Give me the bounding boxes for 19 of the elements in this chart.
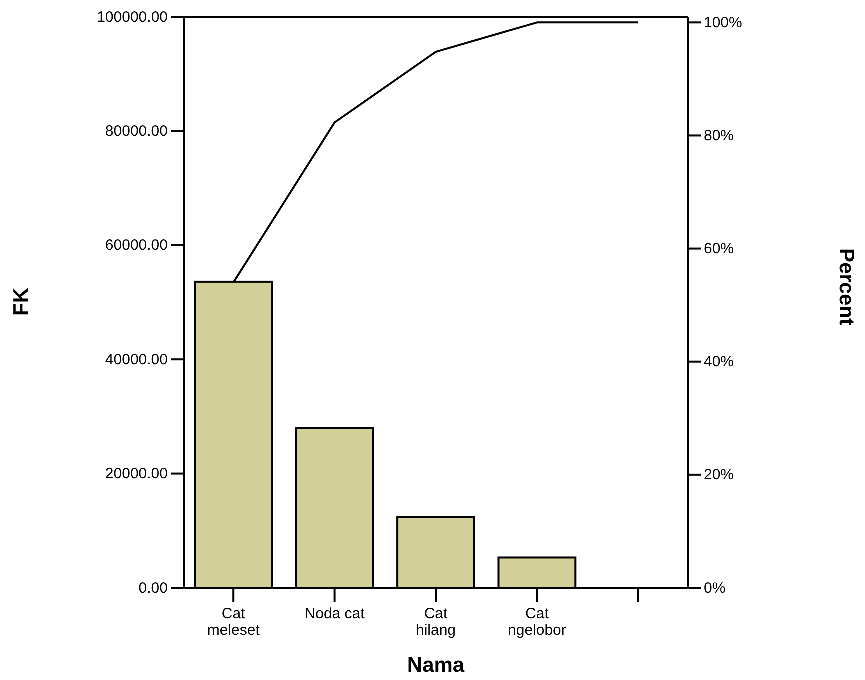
x-tick-label: Cat ngelobor bbox=[508, 606, 566, 640]
y2-axis-title: Percent bbox=[835, 248, 858, 326]
y-tick-label: 20000.00 bbox=[105, 466, 168, 483]
y-tick-label: 60000.00 bbox=[105, 237, 168, 254]
y-tick-label: 80000.00 bbox=[105, 123, 168, 140]
y2-tick-label: 100% bbox=[704, 14, 742, 32]
y2-tick-label: 20% bbox=[704, 466, 734, 484]
y-tick-label: 0.00 bbox=[138, 580, 168, 597]
y2-tick-label: 80% bbox=[704, 128, 734, 145]
x-tick-label: Cat meleset bbox=[207, 606, 261, 640]
x-axis-title: Nama bbox=[407, 654, 465, 677]
y2-tick-label: 60% bbox=[704, 240, 734, 258]
y-tick-label: 40000.00 bbox=[105, 351, 168, 368]
y2-tick-label: 40% bbox=[704, 354, 734, 371]
x-tick-label: Cat hilang bbox=[416, 606, 456, 640]
x-tick-label: Noda cat bbox=[304, 606, 366, 623]
y-tick-label: 100000.00 bbox=[97, 8, 168, 26]
y2-tick-label: 0% bbox=[704, 580, 726, 597]
y-axis-title: FK bbox=[10, 288, 33, 316]
